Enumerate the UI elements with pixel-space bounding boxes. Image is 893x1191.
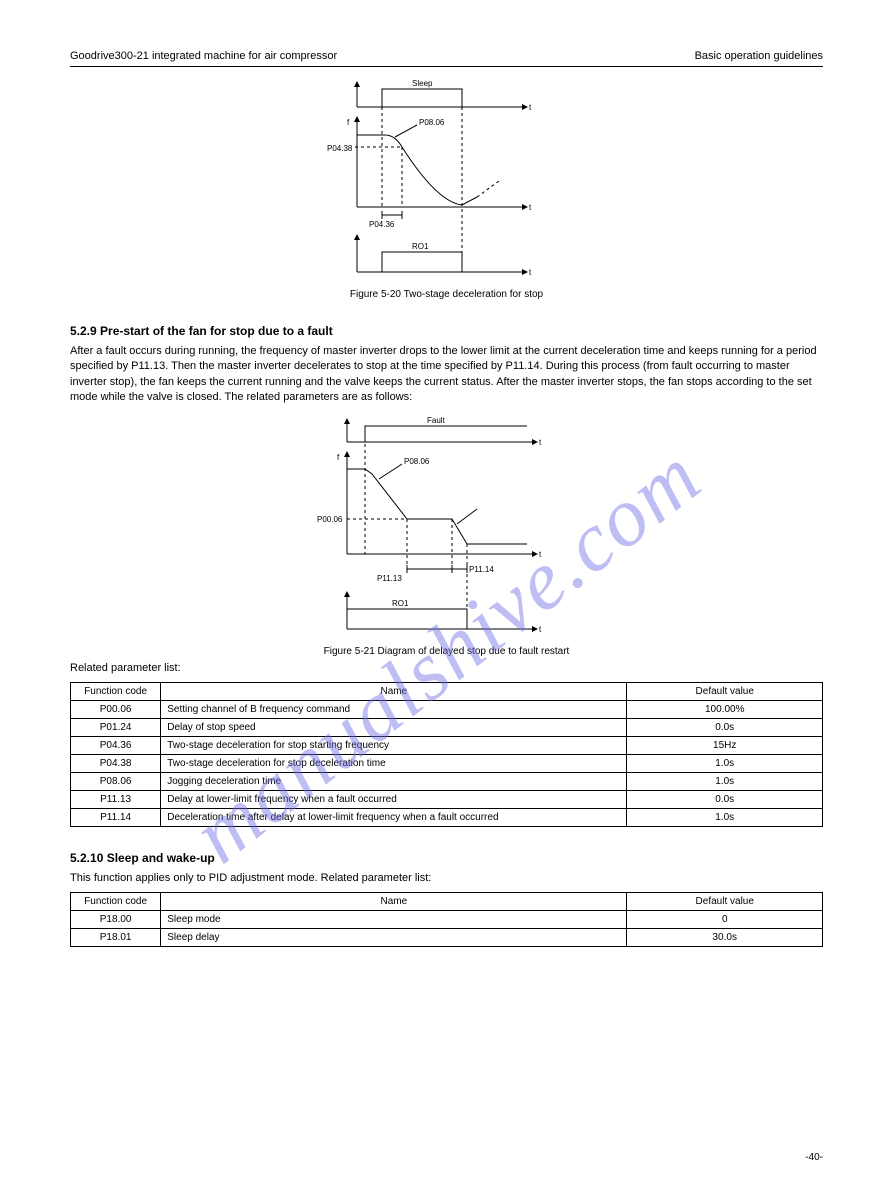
section-5-2-10-para: This function applies only to PID adjust… xyxy=(70,871,823,886)
table-cell-code: P11.14 xyxy=(71,808,161,826)
table-cell-name: Two-stage deceleration for stop starting… xyxy=(161,736,627,754)
page-body: Goodrive300-21 integrated machine for ai… xyxy=(0,0,893,987)
fig521-p0806: P08.06 xyxy=(404,457,430,466)
fig520-mid-t: t xyxy=(529,203,532,212)
table-cell-def: 1.0s xyxy=(627,808,823,826)
table-cell-code: P08.06 xyxy=(71,772,161,790)
table-header-def: Default value xyxy=(627,893,823,911)
param-table-1: Function code Name Default value P00.06S… xyxy=(70,682,823,827)
table-row: Function code Name Default value xyxy=(71,893,823,911)
table-header-def: Default value xyxy=(627,682,823,700)
section-5-2-9-para: After a fault occurs during running, the… xyxy=(70,344,823,406)
table-cell-code: P04.36 xyxy=(71,736,161,754)
fig521-top-t: t xyxy=(539,438,542,447)
figure-5-20: Sleep t f t P08.06 P04.38 P04.36 xyxy=(70,77,823,300)
fig520-bot-t: t xyxy=(529,268,532,277)
table-cell-name: Setting channel of B frequency command xyxy=(161,700,627,718)
page-header: Goodrive300-21 integrated machine for ai… xyxy=(70,50,823,62)
table-cell-name: Sleep delay xyxy=(161,929,627,947)
table-row: P01.24Delay of stop speed0.0s xyxy=(71,718,823,736)
section-5-2-9-heading: 5.2.9 Pre-start of the fan for stop due … xyxy=(70,324,823,338)
table-row: P18.00Sleep mode0 xyxy=(71,911,823,929)
table-row: P11.14Deceleration time after delay at l… xyxy=(71,808,823,826)
section-5-2-10-heading: 5.2.10 Sleep and wake-up xyxy=(70,851,823,865)
fig520-sleep-label: Sleep xyxy=(412,79,433,88)
header-left: Goodrive300-21 integrated machine for ai… xyxy=(70,50,337,62)
figure-5-21-svg: Fault t f t P08.06 P00.06 P11.13 xyxy=(317,414,577,639)
table-cell-name: Delay of stop speed xyxy=(161,718,627,736)
table-cell-def: 0 xyxy=(627,911,823,929)
fig521-p1113: P11.13 xyxy=(377,574,402,583)
related-param-heading-1: Related parameter list: xyxy=(70,661,823,676)
table-cell-name: Delay at lower-limit frequency when a fa… xyxy=(161,790,627,808)
fig521-mid-t: t xyxy=(539,550,542,559)
figure-5-20-svg: Sleep t f t P08.06 P04.38 P04.36 xyxy=(327,77,567,282)
fig520-p0806: P08.06 xyxy=(419,118,445,127)
fig520-ro1: RO1 xyxy=(412,242,429,251)
header-right: Basic operation guidelines xyxy=(695,50,823,62)
table-row: P11.13Delay at lower-limit frequency whe… xyxy=(71,790,823,808)
table-header-name: Name xyxy=(161,893,627,911)
table-cell-code: P11.13 xyxy=(71,790,161,808)
fig520-top-t: t xyxy=(529,103,532,112)
header-rule xyxy=(70,66,823,67)
table-row: P04.36Two-stage deceleration for stop st… xyxy=(71,736,823,754)
table-cell-code: P18.00 xyxy=(71,911,161,929)
table-row: Function code Name Default value xyxy=(71,682,823,700)
table-cell-name: Jogging deceleration time xyxy=(161,772,627,790)
footer-right: -40- xyxy=(805,1152,823,1163)
param-table-2: Function code Name Default value P18.00S… xyxy=(70,892,823,947)
fig521-p0006: P00.06 xyxy=(317,515,343,524)
fig521-fault: Fault xyxy=(427,416,446,425)
table-cell-code: P18.01 xyxy=(71,929,161,947)
table-row: P18.01Sleep delay30.0s xyxy=(71,929,823,947)
table-cell-name: Deceleration time after delay at lower-l… xyxy=(161,808,627,826)
table-row: P08.06Jogging deceleration time1.0s xyxy=(71,772,823,790)
fig521-bot-t: t xyxy=(539,625,542,634)
fig520-p0438: P04.38 xyxy=(327,144,353,153)
table-cell-def: 0.0s xyxy=(627,790,823,808)
table-header-code: Function code xyxy=(71,682,161,700)
table-cell-code: P00.06 xyxy=(71,700,161,718)
table-cell-def: 0.0s xyxy=(627,718,823,736)
table-cell-name: Sleep mode xyxy=(161,911,627,929)
figure-5-21-caption: Figure 5-21 Diagram of delayed stop due … xyxy=(70,646,823,657)
table-header-name: Name xyxy=(161,682,627,700)
fig520-f-label: f xyxy=(347,118,350,127)
table-cell-def: 1.0s xyxy=(627,772,823,790)
table-cell-name: Two-stage deceleration for stop decelera… xyxy=(161,754,627,772)
table-cell-def: 30.0s xyxy=(627,929,823,947)
fig521-f: f xyxy=(337,453,340,462)
fig521-ro1: RO1 xyxy=(392,599,409,608)
table-header-code: Function code xyxy=(71,893,161,911)
figure-5-20-caption: Figure 5-20 Two-stage deceleration for s… xyxy=(70,289,823,300)
table-cell-code: P01.24 xyxy=(71,718,161,736)
table-row: P04.38Two-stage deceleration for stop de… xyxy=(71,754,823,772)
table-cell-code: P04.38 xyxy=(71,754,161,772)
figure-5-21: Fault t f t P08.06 P00.06 P11.13 xyxy=(70,414,823,657)
table-row: P00.06Setting channel of B frequency com… xyxy=(71,700,823,718)
fig520-p0436: P04.36 xyxy=(369,220,395,229)
table-cell-def: 1.0s xyxy=(627,754,823,772)
table-cell-def: 15Hz xyxy=(627,736,823,754)
fig521-p1114: P11.14 xyxy=(469,565,494,574)
table-cell-def: 100.00% xyxy=(627,700,823,718)
page-footer: -40- xyxy=(70,1152,823,1163)
